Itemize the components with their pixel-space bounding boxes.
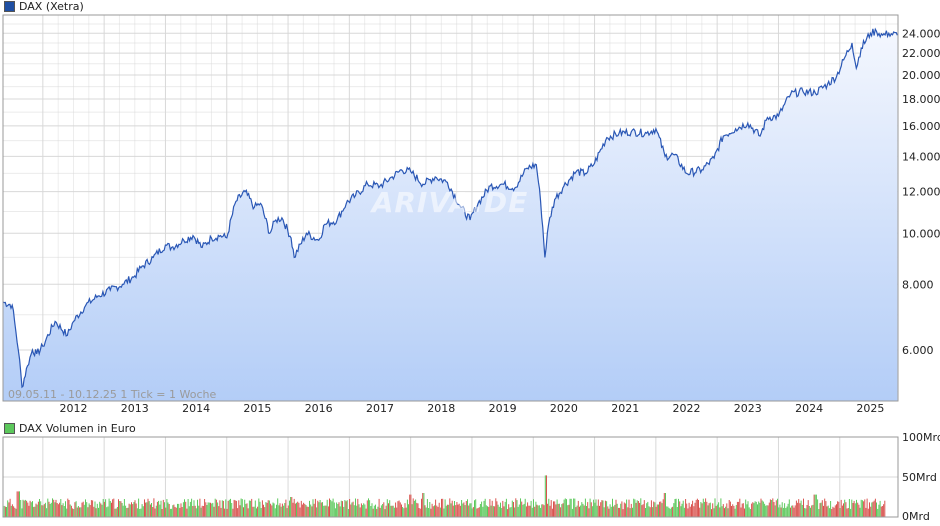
x-tick-label: 2016 [305,402,333,415]
volume-bars [2,475,886,517]
volume-frame [2,436,899,518]
legend-main: DAX (Xetra) [4,0,84,13]
x-tick-label: 2022 [673,402,701,415]
x-tick-label: 2023 [734,402,762,415]
y-tick-label: 20.000 [902,69,940,82]
x-tick-label: 2025 [856,402,884,415]
x-tick-label: 2018 [427,402,455,415]
price-y-axis: 6.000 8.000 10.000 12.000 14.000 16.000 18.000… [902,27,940,357]
price-area [3,28,898,402]
volume-y-axis: 0Mrd 50Mrd 100Mrd [902,431,940,523]
y-tick-label: 8.000 [902,278,934,291]
y-tick-label: 14.000 [902,150,940,163]
vol-y-tick-label: 0Mrd [902,510,930,523]
price-line [2,27,898,389]
y-tick-label: 16.000 [902,120,940,133]
legend-volume-label: DAX Volumen in Euro [19,422,136,435]
y-tick-label: 12.000 [902,186,940,199]
x-tick-label: 2014 [182,402,210,415]
y-tick-label: 22.000 [902,47,940,60]
watermark: ARIVA.DE [370,186,529,219]
x-tick-label: 2019 [489,402,517,415]
x-tick-label: 2013 [121,402,149,415]
y-tick-label: 6.000 [902,344,934,357]
vol-y-tick-label: 50Mrd [902,471,937,484]
price-frame [2,14,899,402]
legend-volume: DAX Volumen in Euro [4,422,136,435]
y-tick-label: 18.000 [902,93,940,106]
price-x-axis: 2012 2013 2014 2015 2016 2017 2018 2019 2020 2021… [59,402,884,415]
x-tick-label: 2017 [366,402,394,415]
x-tick-label: 2012 [59,402,87,415]
legend-main-label: DAX (Xetra) [19,0,84,13]
x-tick-label: 2024 [795,402,823,415]
x-tick-label: 2020 [550,402,578,415]
y-tick-label: 24.000 [902,27,940,40]
legend-volume-swatch [4,423,15,434]
x-tick-label: 2021 [611,402,639,415]
y-tick-label: 10.000 [902,227,940,240]
vol-y-tick-label: 100Mrd [902,431,940,444]
info-text: 09.05.11 - 10.12.25 1 Tick = 1 Woche [8,388,216,401]
x-tick-label: 2015 [243,402,271,415]
legend-main-swatch [4,1,15,12]
